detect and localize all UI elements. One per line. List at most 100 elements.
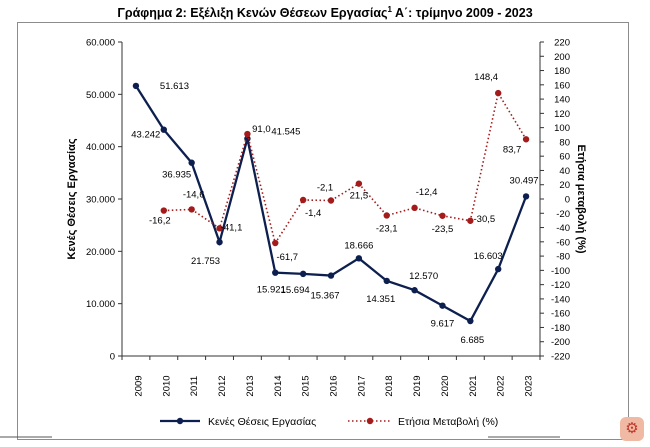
- data-point-vacancies: [439, 302, 446, 309]
- y2-tick-label: 40: [559, 166, 570, 177]
- data-label-annual-change: -14,6: [183, 189, 205, 200]
- y2-tick-label: -20: [556, 209, 570, 220]
- y2-tick-label: -180: [551, 323, 570, 334]
- y2-tick-label: 160: [554, 80, 570, 91]
- data-label-vacancies: 30.497: [510, 175, 539, 186]
- x-tick-label: 2011: [189, 376, 200, 396]
- y2-tick-label: -220: [551, 352, 570, 363]
- y2-tick-label: 220: [554, 38, 570, 49]
- data-point-vacancies: [467, 317, 474, 325]
- data-point-vacancies: [495, 265, 502, 273]
- y2-tick-label: -140: [551, 294, 570, 305]
- y-tick-label: 10.000: [86, 299, 115, 310]
- data-point-vacancies: [216, 238, 223, 246]
- data-point-annual-change: [160, 207, 167, 214]
- data-point-annual-change: [188, 206, 195, 213]
- y-tick-label: 0: [110, 352, 115, 363]
- data-point-vacancies: [327, 272, 335, 279]
- data-point-annual-change: [355, 180, 363, 187]
- data-label-vacancies: 15.921: [257, 285, 286, 296]
- data-point-annual-change: [467, 217, 474, 224]
- data-point-vacancies: [272, 269, 279, 276]
- x-tick-label: 2022: [496, 375, 507, 396]
- x-tick-label: 2013: [245, 375, 256, 396]
- data-label-annual-change: -41,1: [221, 222, 243, 233]
- data-label-vacancies: 12.570: [409, 271, 438, 282]
- data-point-vacancies: [411, 287, 418, 294]
- y-tick-label: 40.000: [86, 142, 115, 153]
- data-label-vacancies: 9.617: [431, 319, 455, 330]
- x-tick-label: 2023: [524, 375, 535, 396]
- data-label-annual-change: -23,1: [376, 223, 398, 234]
- data-label-vacancies: 6.685: [460, 335, 484, 346]
- data-point-annual-change: [522, 136, 530, 143]
- chart-frame: [17, 22, 629, 440]
- data-point-vacancies: [160, 126, 167, 133]
- chart-title-main: Γράφημα 2: Εξέλιξη Κενών Θέσεων Εργασίας: [117, 6, 388, 21]
- data-label-annual-change: -2,1: [317, 182, 333, 193]
- data-label-annual-change: -1,4: [305, 208, 321, 219]
- y-tick-label: 30.000: [86, 195, 115, 206]
- data-label-annual-change: 83,7: [503, 144, 522, 155]
- data-point-vacancies: [383, 277, 390, 285]
- x-tick-label: 2017: [356, 375, 367, 396]
- y2-tick-label: 80: [559, 137, 570, 148]
- data-label-vacancies: 51.613: [160, 81, 189, 92]
- chart-title: Γράφημα 2: Εξέλιξη Κενών Θέσεων Εργασίας…: [0, 2, 650, 21]
- y2-tick-label: -200: [551, 337, 570, 348]
- x-tick-label: 2021: [468, 375, 479, 396]
- x-tick-label: 2016: [329, 375, 340, 396]
- legend-label-annual-change: Ετήσια Μεταβολή (%): [398, 416, 498, 428]
- data-label-annual-change: 91,0: [252, 124, 271, 135]
- data-point-annual-change: [244, 130, 251, 138]
- y-axis-title: Κενές Θέσεις Εργασίας: [66, 138, 78, 259]
- data-point-annual-change: [383, 212, 390, 219]
- data-label-vacancies: 21.753: [191, 256, 220, 267]
- y2-tick-label: -80: [556, 252, 570, 263]
- x-tick-label: 2020: [440, 375, 451, 396]
- y2-tick-label: 20: [559, 180, 570, 191]
- data-label-annual-change: -30,5: [474, 214, 496, 225]
- data-label-vacancies: 41.545: [271, 127, 300, 138]
- y2-tick-label: 120: [554, 109, 570, 120]
- x-tick-label: 2010: [161, 375, 172, 396]
- data-label-vacancies: 18.666: [344, 240, 373, 251]
- y-tick-label: 20.000: [86, 247, 115, 258]
- y2-tick-label: 180: [554, 66, 570, 77]
- x-tick-label: 2015: [301, 375, 312, 396]
- x-tick-label: 2018: [384, 375, 395, 396]
- chart-title-superscript: 1: [387, 5, 392, 14]
- y2-tick-label: -120: [551, 280, 570, 291]
- y2-tick-label: -160: [551, 309, 570, 320]
- y2-tick-label: 200: [554, 52, 570, 63]
- data-label-annual-change: -61,7: [276, 252, 298, 263]
- data-point-annual-change: [272, 239, 279, 247]
- y2-tick-label: 0: [565, 195, 570, 206]
- data-label-vacancies: 14.351: [366, 294, 395, 305]
- y2-tick-label: 60: [559, 152, 570, 163]
- x-tick-label: 2012: [217, 375, 228, 396]
- data-point-annual-change: [439, 212, 446, 219]
- data-point-vacancies: [522, 193, 530, 200]
- x-tick-label: 2019: [412, 375, 423, 396]
- legend-label-vacancies: Κενές Θέσεις Εργασίας: [208, 416, 316, 428]
- data-point-vacancies: [299, 270, 307, 278]
- data-label-annual-change: 21,5: [350, 191, 369, 202]
- data-label-vacancies: 36.935: [162, 170, 191, 181]
- data-point-annual-change: [216, 225, 223, 232]
- data-label-annual-change: 148,4: [474, 72, 498, 83]
- data-point-annual-change: [495, 89, 502, 97]
- data-point-vacancies: [132, 82, 140, 90]
- data-point-annual-change: [299, 196, 307, 204]
- y2-tick-label: 100: [554, 123, 570, 134]
- legend-marker-vacancies: [176, 417, 184, 425]
- gear-icon[interactable]: ⚙: [620, 417, 644, 441]
- data-label-vacancies: 15.694: [281, 285, 310, 296]
- data-label-vacancies: 15.367: [310, 291, 339, 302]
- data-point-vacancies: [188, 159, 195, 166]
- y2-tick-label: -60: [556, 237, 570, 248]
- data-label-vacancies: 16.603: [474, 251, 503, 262]
- chart-title-rest: Α΄: τρίμηνο 2009 - 2023: [391, 6, 533, 21]
- x-tick-label: 2014: [273, 375, 284, 396]
